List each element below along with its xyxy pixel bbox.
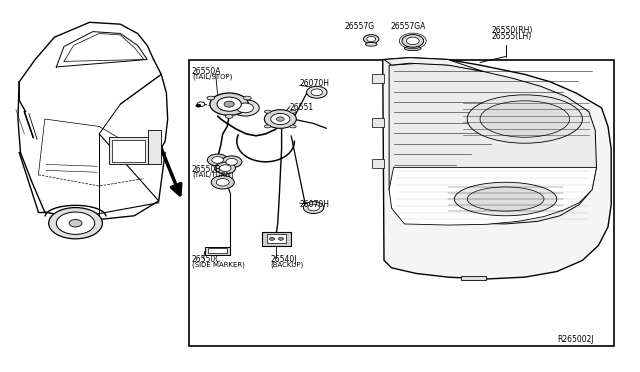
Circle shape [271,113,290,125]
Circle shape [56,212,95,234]
Text: 26070H: 26070H [300,79,330,88]
Polygon shape [389,167,596,225]
Ellipse shape [290,110,296,113]
Circle shape [311,89,323,96]
Ellipse shape [365,42,377,46]
Polygon shape [383,58,611,279]
Circle shape [212,157,223,163]
Text: R265002J: R265002J [557,335,593,344]
Bar [267,234,286,243]
Ellipse shape [404,46,421,51]
Circle shape [278,237,284,240]
Circle shape [197,102,205,106]
Text: 26550C: 26550C [192,255,221,264]
Ellipse shape [467,187,544,211]
Bar [372,74,384,83]
Text: 26550(RH): 26550(RH) [492,26,533,35]
Circle shape [237,103,253,113]
Polygon shape [384,58,483,71]
Bar [109,137,148,164]
Polygon shape [389,63,596,224]
Circle shape [216,179,229,186]
Bar [262,232,291,246]
Text: 26557G: 26557G [344,22,375,31]
Ellipse shape [467,95,582,143]
Circle shape [221,156,242,168]
Circle shape [196,104,201,107]
Circle shape [367,36,376,42]
Circle shape [264,110,296,128]
Circle shape [307,86,327,98]
Circle shape [207,154,228,166]
Text: 26070H: 26070H [300,200,330,209]
Circle shape [303,202,324,214]
Text: 26540J: 26540J [270,255,296,264]
Bar [189,60,614,346]
Text: 26557GA: 26557GA [390,22,426,31]
Bar [112,140,145,162]
Ellipse shape [113,154,124,158]
Circle shape [231,100,259,116]
Circle shape [224,101,234,107]
Ellipse shape [454,182,557,216]
Circle shape [215,162,236,174]
Text: 26555(LH): 26555(LH) [492,32,532,41]
Ellipse shape [207,96,214,100]
Bar [148,130,161,164]
Circle shape [308,204,319,211]
Circle shape [364,35,379,44]
Ellipse shape [264,110,271,113]
Circle shape [220,165,231,171]
Circle shape [276,117,284,121]
Polygon shape [461,276,486,280]
Ellipse shape [244,96,252,100]
Bar [205,247,230,255]
Circle shape [69,219,82,227]
Circle shape [406,37,419,45]
Ellipse shape [290,125,296,128]
Circle shape [226,158,237,165]
Ellipse shape [264,125,271,128]
Text: (BACKUP): (BACKUP) [270,261,303,268]
Text: 26551: 26551 [289,103,314,112]
Text: 26550A: 26550A [192,67,221,76]
Bar [208,248,227,253]
Text: (TAIL/STOP): (TAIL/STOP) [192,73,232,80]
Ellipse shape [480,101,570,137]
Circle shape [211,176,234,189]
Circle shape [269,237,275,240]
Text: (TAIL/TURN): (TAIL/TURN) [192,171,234,178]
Bar [372,159,384,168]
Text: 26550B: 26550B [192,165,221,174]
Bar [372,118,384,127]
Ellipse shape [225,115,233,118]
Circle shape [49,208,102,239]
Circle shape [210,93,248,115]
Circle shape [402,35,424,47]
Circle shape [217,97,241,111]
Text: (SIDE MARKER): (SIDE MARKER) [192,261,245,268]
